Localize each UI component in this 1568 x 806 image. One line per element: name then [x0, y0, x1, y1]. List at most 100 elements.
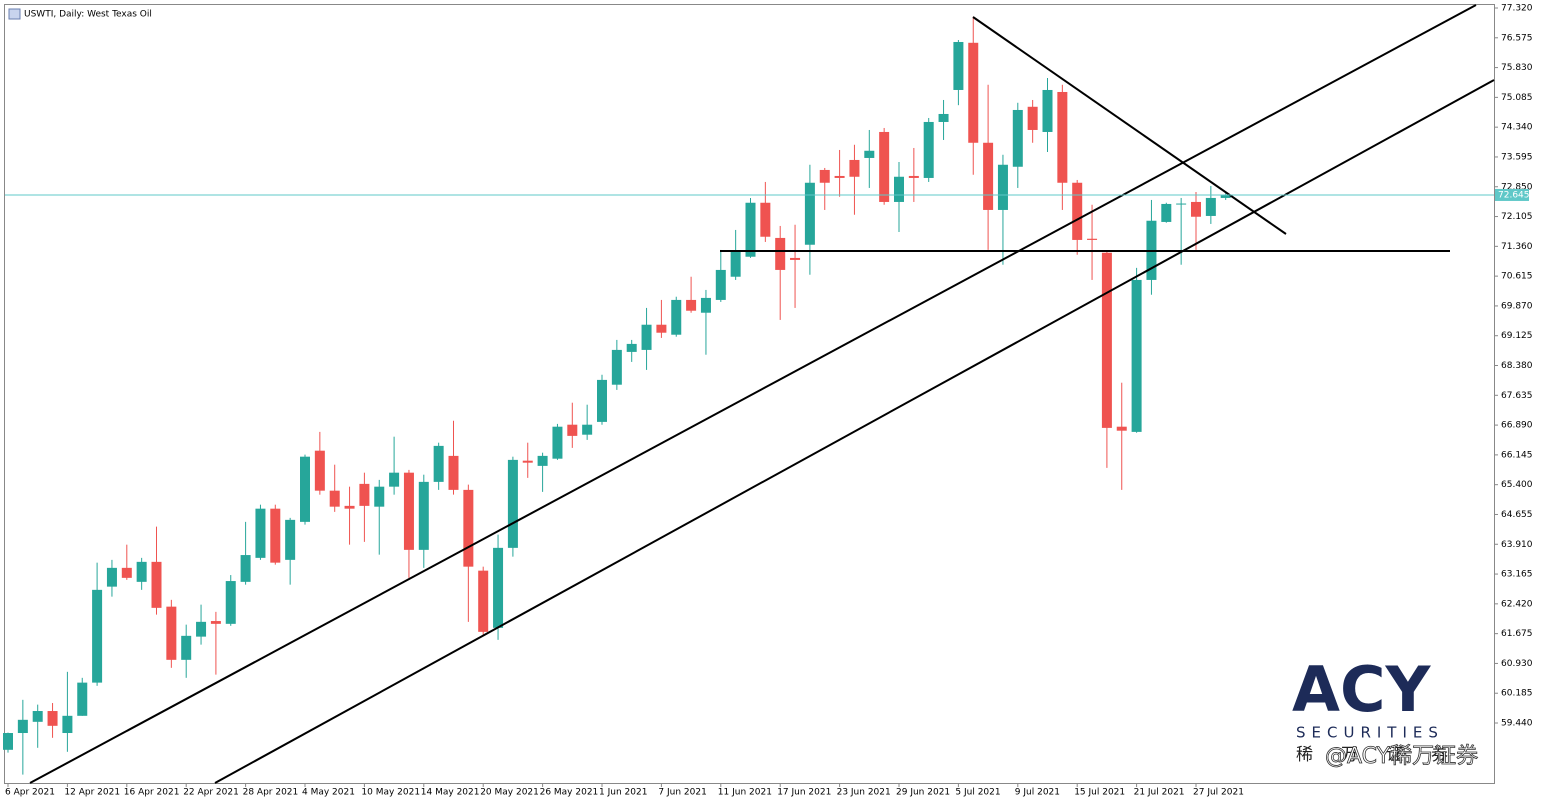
- logo-cn: 稀万证券: [1296, 745, 1476, 765]
- candle-body: [1176, 203, 1187, 205]
- x-tick-label: 9 Jul 2021: [1015, 788, 1060, 798]
- candle-body: [1205, 197, 1216, 216]
- candle-body: [715, 269, 726, 300]
- candle-body: [1116, 426, 1127, 431]
- y-tick-label: 77.320: [1501, 3, 1533, 13]
- descending-line: [972, 16, 1287, 235]
- candle-body: [983, 142, 994, 210]
- x-tick-label: 27 Jul 2021: [1193, 788, 1244, 798]
- x-tick-label: 1 Jun 2021: [599, 788, 647, 798]
- x-tick-label: 23 Jun 2021: [837, 788, 891, 798]
- y-tick-label: 60.930: [1501, 659, 1533, 669]
- candle-body: [567, 424, 578, 436]
- candle-body: [507, 459, 518, 548]
- y-tick-label: 71.360: [1501, 242, 1533, 252]
- candle-body: [225, 581, 236, 624]
- candle-body: [626, 343, 637, 352]
- y-tick-label: 69.125: [1501, 331, 1533, 341]
- x-tick-label: 20 May 2021: [480, 788, 539, 798]
- candle-body: [1161, 203, 1172, 222]
- candle-body: [923, 121, 934, 178]
- candle-body: [196, 621, 207, 637]
- chart-icon: [8, 8, 21, 20]
- candle-body: [819, 169, 830, 183]
- candle-body: [849, 159, 860, 177]
- y-tick-label: 59.440: [1501, 719, 1533, 729]
- candle-body: [418, 481, 429, 550]
- candle-body: [953, 41, 964, 90]
- candle-body: [760, 202, 771, 237]
- candle-body: [121, 567, 132, 578]
- candle-body: [700, 297, 711, 313]
- candle-body: [745, 202, 756, 257]
- candle-body: [3, 733, 13, 750]
- candle-body: [1131, 279, 1142, 432]
- candle-body: [62, 715, 73, 734]
- candle-body: [804, 182, 815, 245]
- x-tick-label: 7 Jun 2021: [658, 788, 706, 798]
- candle-body: [92, 589, 103, 683]
- candle-body: [433, 445, 444, 482]
- y-tick-label: 69.870: [1501, 301, 1533, 311]
- candle-body: [463, 489, 474, 567]
- candle-body: [329, 490, 340, 507]
- x-tick-label: 16 Apr 2021: [124, 788, 180, 798]
- x-tick-label: 29 Jun 2021: [896, 788, 950, 798]
- candle-body: [790, 257, 801, 260]
- x-tick-label: 4 May 2021: [302, 788, 355, 798]
- candle-body: [255, 508, 266, 558]
- candle-body: [240, 555, 251, 582]
- candle-body: [522, 460, 533, 463]
- candle-body: [151, 561, 162, 608]
- logo: ACY: [1292, 653, 1431, 726]
- candle-body: [656, 324, 667, 333]
- candle-body: [1072, 182, 1083, 240]
- candle-body: [537, 455, 548, 466]
- candle-body: [359, 483, 370, 506]
- candle-body: [448, 455, 459, 490]
- candle-body: [374, 486, 385, 507]
- plot-area: [3, 16, 1231, 775]
- candle-body: [478, 570, 489, 632]
- candle-body: [1087, 238, 1098, 240]
- candle-body: [1042, 89, 1053, 132]
- candle-body: [908, 175, 919, 178]
- y-tick-label: 67.635: [1501, 391, 1533, 401]
- x-tick-label: 11 Jun 2021: [718, 788, 772, 798]
- y-tick-label: 62.420: [1501, 599, 1533, 609]
- candle-body: [493, 547, 504, 628]
- candle-body: [1012, 109, 1023, 167]
- candle-body: [1057, 91, 1068, 183]
- logo-sub: SECURITIES: [1296, 724, 1444, 742]
- y-tick-label: 75.830: [1501, 63, 1533, 73]
- candle-body: [894, 176, 904, 202]
- candle-body: [730, 251, 741, 277]
- x-tick-label: 21 Jul 2021: [1134, 788, 1185, 798]
- candle-body: [285, 519, 296, 560]
- candle-body: [1220, 194, 1231, 198]
- y-tick-label: 66.890: [1501, 421, 1533, 431]
- y-tick-label: 60.185: [1501, 689, 1533, 699]
- chart-title: USWTI, Daily: West Texas Oil: [24, 10, 152, 20]
- x-tick-label: 14 May 2021: [421, 788, 480, 798]
- candle-body: [77, 682, 88, 716]
- candle-body: [47, 711, 58, 726]
- candle-body: [879, 131, 890, 202]
- x-tick-label: 10 May 2021: [361, 788, 420, 798]
- candle-body: [1101, 252, 1112, 428]
- y-tick-label: 68.380: [1501, 361, 1533, 371]
- weibo-mark: @ACY稀万证券: [1325, 744, 1478, 769]
- y-tick-label: 64.655: [1501, 510, 1533, 520]
- y-tick-label: 75.085: [1501, 93, 1533, 103]
- current-price-label: 72.645: [1498, 190, 1530, 200]
- candle-body: [611, 349, 622, 385]
- candle-body: [671, 299, 682, 335]
- y-tick-label: 63.165: [1501, 570, 1533, 580]
- x-tick-label: 12 Apr 2021: [64, 788, 120, 798]
- y-tick-label: 73.595: [1501, 152, 1533, 162]
- candle-body: [17, 719, 28, 734]
- y-tick-label: 72.105: [1501, 212, 1533, 222]
- candle-body: [1191, 201, 1201, 217]
- candle-body: [997, 164, 1008, 210]
- y-tick-label: 66.145: [1501, 450, 1533, 460]
